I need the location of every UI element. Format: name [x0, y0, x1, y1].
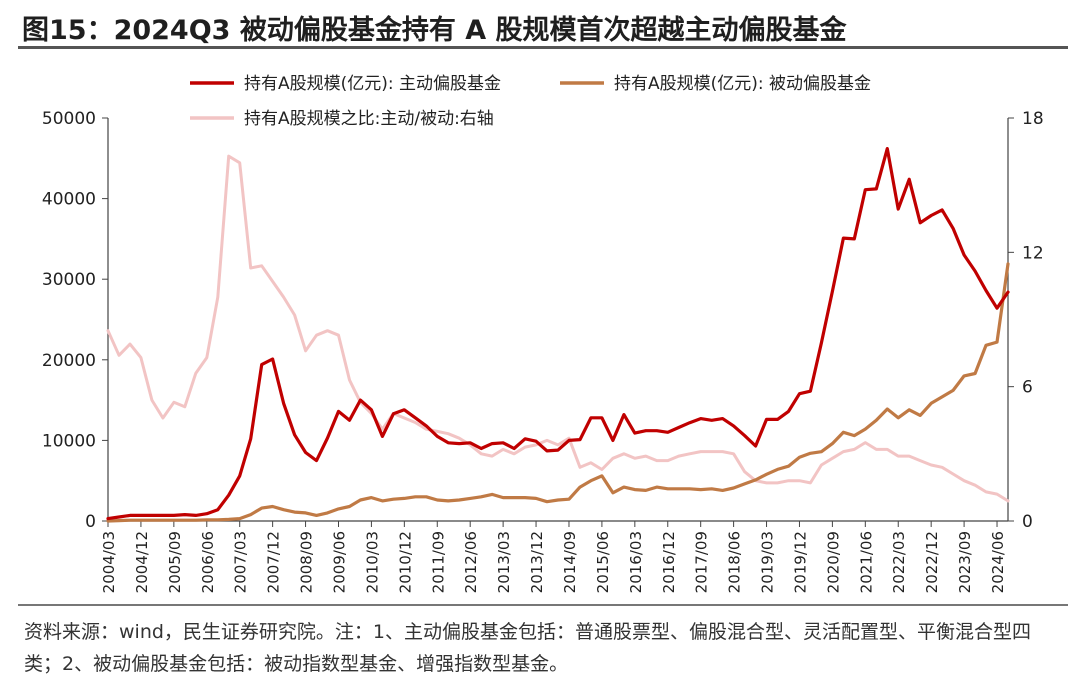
- left-tick-label: 10000: [42, 431, 96, 451]
- chart-title: 图15：2024Q3 被动偏股基金持有 A 股规模首次超越主动偏股基金: [22, 15, 847, 46]
- left-tick-label: 50000: [42, 109, 96, 129]
- x-tick-label: 2022/12: [923, 531, 941, 593]
- x-tick-label: 2017/09: [693, 531, 711, 593]
- right-tick-label: 12: [1022, 243, 1044, 263]
- x-tick-label: 2018/06: [726, 531, 744, 593]
- title-divider: [18, 46, 1068, 49]
- x-axis: 2004/03 2004/12 2005/09 2006/06 2007/03 2007/…: [100, 520, 1008, 593]
- x-tick-label: 2010/03: [363, 531, 381, 593]
- x-tick-label: 2011/09: [429, 531, 447, 593]
- x-tick-label: 2013/12: [528, 531, 546, 593]
- x-tick-label: 2021/06: [857, 531, 875, 593]
- series-line-0: [106, 146, 1010, 521]
- x-tick-label: 2012/06: [462, 531, 480, 593]
- source-divider: [18, 604, 1068, 606]
- x-tick-label: 2020/09: [824, 531, 842, 593]
- x-tick-label: 2015/06: [594, 531, 612, 593]
- right-tick-label: 18: [1022, 109, 1044, 129]
- x-tick-label: 2006/06: [199, 531, 217, 593]
- x-tick-label: 2023/09: [956, 531, 974, 593]
- series-line-1: [106, 262, 1010, 523]
- legend: 持有A股规模(亿元): 主动偏股基金 持有A股规模(亿元): 被动偏股基金持有A股…: [190, 74, 871, 129]
- left-tick-label: 40000: [42, 190, 96, 210]
- x-tick-label: 2005/09: [166, 531, 184, 593]
- series-lines: [106, 146, 1010, 523]
- legend-label-2: 持有A股规模之比:主动/被动:右轴: [244, 109, 494, 129]
- x-tick-label: 2007/12: [265, 531, 283, 593]
- x-tick-label: 2008/09: [298, 531, 316, 593]
- x-tick-label: 2004/03: [100, 531, 118, 593]
- right-tick-label: 6: [1022, 378, 1033, 398]
- x-tick-label: 2007/03: [232, 531, 250, 593]
- left-tick-label: 30000: [42, 270, 96, 290]
- legend-label-0: 持有A股规模(亿元): 主动偏股基金: [244, 74, 501, 94]
- series-line-2: [106, 154, 1010, 503]
- x-tick-label: 2016/03: [627, 531, 645, 593]
- left-tick-label: 0: [85, 512, 96, 532]
- legend-label-1: 持有A股规模(亿元): 被动偏股基金: [614, 74, 871, 94]
- right-axis: 0 6 12 18: [1007, 109, 1044, 532]
- x-tick-label: 2016/12: [660, 531, 678, 593]
- x-tick-label: 2004/12: [133, 531, 151, 593]
- source-note: 资料来源：wind，民生证券研究院。注：1、主动偏股基金包括：普通股票型、偏股混…: [24, 621, 1032, 675]
- left-axis: 0 10000 20000 30000 40000 50000: [42, 109, 109, 532]
- x-tick-label: 2010/12: [396, 531, 414, 593]
- x-tick-label: 2024/06: [989, 531, 1007, 593]
- x-tick-label: 2019/12: [791, 531, 809, 593]
- left-tick-label: 20000: [42, 351, 96, 371]
- x-tick-label: 2013/03: [495, 531, 513, 593]
- right-tick-label: 0: [1022, 512, 1033, 532]
- x-tick-label: 2014/09: [561, 531, 579, 593]
- x-tick-label: 2009/06: [330, 531, 348, 593]
- x-tick-label: 2019/03: [759, 531, 777, 593]
- line-chart: 持有A股规模(亿元): 主动偏股基金 持有A股规模(亿元): 被动偏股基金持有A股…: [42, 74, 1044, 593]
- x-tick-label: 2022/03: [890, 531, 908, 593]
